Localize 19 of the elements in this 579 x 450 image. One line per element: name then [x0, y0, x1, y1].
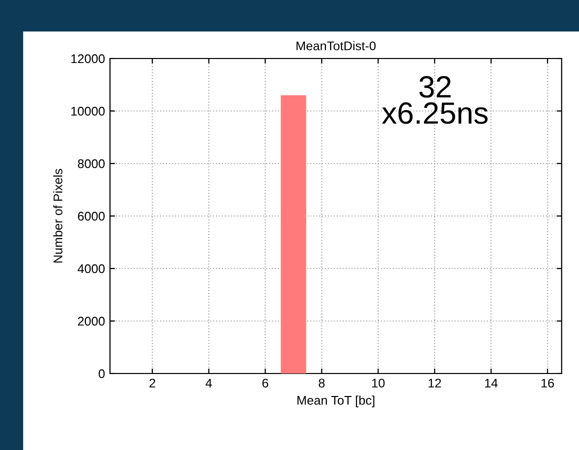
y-tick-label: 10000	[71, 106, 105, 116]
x-tick-label: 16	[542, 378, 554, 388]
x-axis-title: Mean ToT [bc]	[297, 396, 374, 408]
y-tick-label: 0	[98, 369, 105, 378]
x-tick-label: 10	[372, 378, 385, 388]
x-tick-label: 4	[206, 378, 212, 388]
x-tick-label: 2	[150, 378, 156, 388]
x-tick-label: 14	[485, 378, 498, 388]
x-tick-label: 12	[428, 378, 441, 388]
chart-title: MeanTotDist-0	[296, 41, 376, 50]
y-tick-label: 12000	[71, 54, 105, 64]
y-tick-label: 2000	[78, 316, 105, 326]
annotation: 32 x6.25ns	[382, 76, 488, 124]
x-tick-label: 8	[318, 378, 325, 388]
y-tick-label: 6000	[78, 212, 105, 221]
y-tick-label: 8000	[78, 159, 105, 168]
x-tick-label: 6	[262, 378, 268, 388]
y-tick-label: 4000	[78, 264, 105, 274]
y-axis-title: Number of Pixels	[53, 168, 62, 263]
